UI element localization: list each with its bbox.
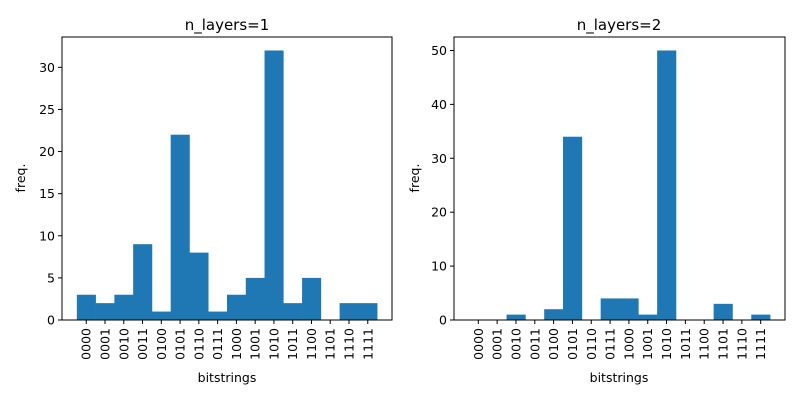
x-tick-label: 1010 [266, 328, 281, 360]
x-tick-label: 0100 [154, 328, 169, 360]
chart-panel-n-layers-1: n_layers=1 0 5 10 15 20 25 30 0000 0001 0010 0011… [13, 16, 393, 385]
x-tick-label: 0110 [191, 328, 206, 360]
bar-0101 [563, 136, 583, 320]
x-tick-label: 1000 [229, 328, 244, 360]
x-tick-label: 0101 [173, 328, 188, 360]
y-tick-label: 0 [47, 313, 55, 328]
y-tick-label: 0 [439, 313, 447, 328]
y-tick-label: 10 [39, 228, 55, 243]
y-axis-title: freq. [13, 164, 28, 193]
y-axis-ticks: 0 5 10 15 20 25 30 [39, 60, 62, 328]
x-tick-label: 0001 [490, 328, 505, 360]
x-tick-label: 0100 [546, 328, 561, 360]
bar-1010 [264, 50, 284, 320]
bar-1001 [638, 314, 658, 320]
x-axis-ticks: 0000 0001 0010 0011 0100 0101 0110 0111 1000 1001… [79, 320, 375, 360]
bar-0110 [189, 252, 209, 320]
bar-0100 [151, 311, 171, 320]
bar-1000 [227, 294, 247, 320]
x-tick-label: 1110 [734, 328, 749, 360]
chart-title: n_layers=1 [185, 16, 270, 35]
x-tick-label: 0000 [471, 328, 486, 360]
x-tick-label: 0010 [508, 328, 523, 360]
x-tick-label: 1111 [360, 328, 375, 360]
bar-1101 [713, 303, 733, 320]
x-tick-label: 1101 [716, 328, 731, 360]
bar-0001 [95, 303, 115, 320]
y-tick-label: 5 [47, 270, 55, 285]
x-tick-label: 1011 [678, 328, 693, 360]
y-axis-ticks: 0 10 20 30 40 50 [431, 43, 454, 328]
y-tick-label: 30 [431, 151, 447, 166]
x-tick-label: 0110 [584, 328, 599, 360]
x-tick-label: 1101 [323, 328, 338, 360]
bars-group [76, 50, 378, 320]
x-tick-label: 0010 [116, 328, 131, 360]
bar-0100 [544, 309, 564, 320]
y-tick-label: 40 [431, 97, 447, 112]
bar-0010 [114, 294, 134, 320]
y-tick-label: 20 [39, 144, 55, 159]
x-tick-label: 1001 [640, 328, 655, 360]
y-tick-label: 20 [431, 205, 447, 220]
bar-0111 [208, 311, 228, 320]
x-tick-label: 0011 [527, 328, 542, 360]
x-tick-label: 0001 [98, 328, 113, 360]
x-tick-label: 0111 [603, 328, 618, 360]
bar-0000 [76, 294, 96, 320]
x-tick-label: 0101 [565, 328, 580, 360]
bar-1111 [751, 314, 771, 320]
y-tick-label: 50 [431, 43, 447, 58]
x-tick-label: 0000 [79, 328, 94, 360]
x-tick-label: 0111 [210, 328, 225, 360]
x-tick-label: 1001 [248, 328, 263, 360]
x-tick-label: 1010 [659, 328, 674, 360]
x-tick-label: 1011 [285, 328, 300, 360]
bar-1011 [283, 303, 303, 320]
x-axis-ticks: 0000 0001 0010 0011 0100 0101 0110 0111 1000 1001… [471, 320, 768, 360]
x-tick-label: 1000 [621, 328, 636, 360]
x-axis-title: bitstrings [198, 370, 257, 385]
bar-1001 [245, 277, 265, 320]
y-axis-title: freq. [407, 164, 422, 193]
bars-group [506, 50, 771, 320]
x-tick-label: 0011 [135, 328, 150, 360]
y-tick-label: 25 [39, 102, 55, 117]
x-tick-label: 1100 [304, 328, 319, 360]
x-tick-label: 1110 [342, 328, 357, 360]
bar-0101 [170, 134, 190, 320]
bar-1000 [619, 298, 639, 320]
bar-1110 [339, 303, 359, 320]
chart-title: n_layers=2 [577, 16, 662, 35]
x-tick-label: 1111 [753, 328, 768, 360]
bar-0011 [133, 244, 153, 320]
plot-frame [61, 36, 393, 321]
x-tick-label: 1100 [697, 328, 712, 360]
bar-1010 [657, 50, 677, 320]
bar-0111 [600, 298, 620, 320]
x-axis-title: bitstrings [590, 370, 649, 385]
y-tick-label: 15 [39, 186, 55, 201]
y-tick-label: 30 [39, 60, 55, 75]
plot-frame [453, 36, 786, 321]
y-tick-label: 10 [431, 259, 447, 274]
bar-1111 [358, 303, 378, 320]
bar-1100 [302, 277, 322, 320]
bar-0010 [506, 314, 526, 320]
